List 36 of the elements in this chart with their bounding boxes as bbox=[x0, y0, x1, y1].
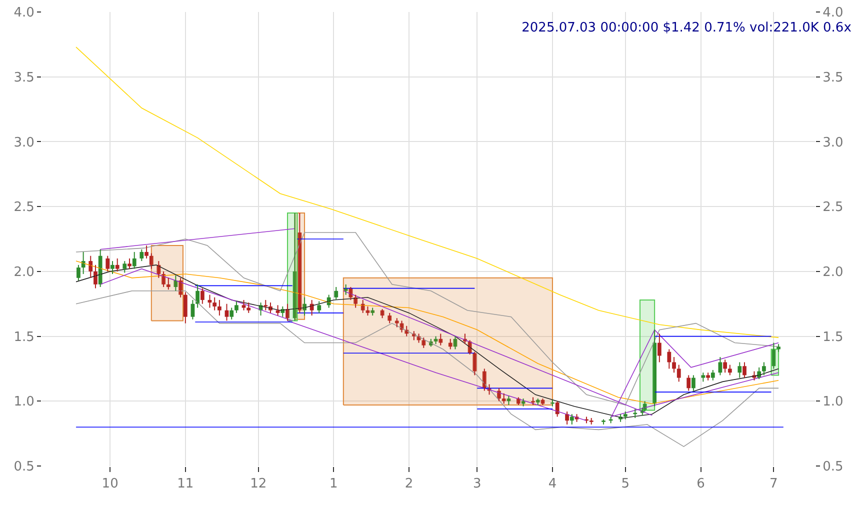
y-tick-label: 3.0 bbox=[14, 135, 34, 150]
candlestick bbox=[394, 318, 399, 328]
y-tick-label: 1.5 bbox=[14, 330, 34, 345]
y-tick-label: 4.0 bbox=[14, 6, 34, 21]
line-series bbox=[76, 290, 779, 447]
x-tick-label: 3 bbox=[472, 476, 482, 492]
x-tick-label: 2 bbox=[404, 476, 414, 492]
y2-tick-label: 0.5 bbox=[822, 460, 844, 475]
y2-tick-label: 2.0 bbox=[822, 264, 844, 280]
y2-tick-label: 2.5 bbox=[822, 200, 844, 216]
y2-tick-label: 3.5 bbox=[822, 70, 844, 86]
candlestick bbox=[589, 418, 594, 425]
y2-tick-label: 1.0 bbox=[822, 394, 844, 410]
y-tick-label: 3.5 bbox=[14, 70, 34, 86]
y-tick-label: 2.0 bbox=[14, 264, 34, 280]
y2-tick-label: 4.0 bbox=[822, 6, 844, 21]
candlestick bbox=[706, 372, 710, 381]
x-tick-label: 11 bbox=[177, 476, 194, 492]
candlestick bbox=[264, 299, 268, 311]
candlestick bbox=[701, 372, 706, 382]
y-tick-label: 0.5 bbox=[14, 460, 34, 475]
x-tick-label: 1 bbox=[330, 476, 338, 492]
y2-tick-label: 3.0 bbox=[822, 135, 844, 150]
y2-tick-label: 1.5 bbox=[822, 330, 844, 345]
x-tick-label: 4 bbox=[548, 476, 557, 492]
x-tick-label: 5 bbox=[621, 476, 630, 492]
x-tick-label: 6 bbox=[696, 476, 705, 492]
x-tick-label: 7 bbox=[770, 476, 778, 492]
text: 2025.07.03 00:00:00 $1.42 0.71% vol:221.0K 0.6x bbox=[522, 20, 852, 36]
y-tick-label: 2.5 bbox=[14, 200, 34, 216]
x-tick-label: 10 bbox=[102, 476, 118, 492]
candlestick bbox=[602, 418, 606, 425]
y-tick-label: 1.0 bbox=[14, 394, 34, 410]
x-tick-label: 12 bbox=[250, 476, 267, 492]
candlestick bbox=[531, 396, 535, 406]
line-series bbox=[76, 46, 779, 338]
